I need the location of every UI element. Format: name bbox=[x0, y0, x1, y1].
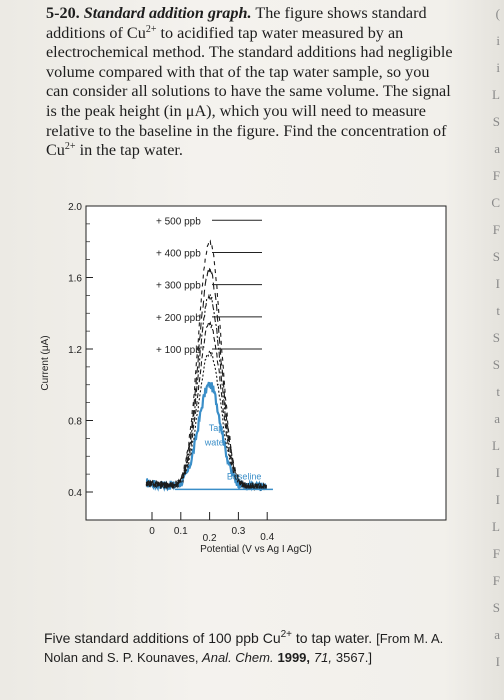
problem-title: Standard addition graph. bbox=[83, 4, 252, 22]
edge-letter: F bbox=[492, 573, 500, 588]
y-tick-label: 0.8 bbox=[68, 417, 82, 428]
edge-letter: I bbox=[495, 492, 500, 507]
y-tick-label: 2.0 bbox=[68, 202, 82, 213]
caption-pages: 3567.] bbox=[335, 650, 373, 665]
y-axis-label: Current (μA) bbox=[40, 335, 51, 390]
caption-main-a: Five standard additions of 100 ppb Cu bbox=[44, 630, 281, 646]
edge-letter: L bbox=[492, 519, 500, 534]
legend-label: + 500 ppb bbox=[156, 216, 201, 227]
x-axis-label: Potential (V vs Ag I AgCl) bbox=[200, 544, 312, 555]
legend-label: + 300 ppb bbox=[156, 281, 201, 292]
caption-source-a: [From M. A. bbox=[376, 631, 444, 646]
tap-water-annotation-line1: Tap bbox=[209, 423, 224, 433]
edge-letter: S bbox=[492, 600, 500, 615]
x-tick-label: 0.1 bbox=[174, 526, 188, 537]
charge-sup: 2+ bbox=[145, 23, 157, 35]
problem-line-3: electrochemical method. The standard add… bbox=[46, 43, 453, 62]
problem-line-1: The figure shows standard bbox=[255, 4, 427, 22]
caption-year: 1999, bbox=[277, 650, 311, 665]
edge-letter: S bbox=[492, 357, 500, 372]
problem-line-7: relative to the baseline in the figure. … bbox=[46, 121, 447, 140]
y-tick-label: 0.4 bbox=[68, 488, 82, 499]
edge-letter: S bbox=[492, 114, 500, 129]
edge-letter: S bbox=[492, 249, 500, 264]
x-tick-label: 0.3 bbox=[231, 526, 245, 537]
problem-line-8b: in the tap water. bbox=[75, 141, 183, 160]
plot-frame bbox=[85, 205, 447, 521]
edge-letter: L bbox=[492, 438, 500, 453]
addition-curve bbox=[145, 319, 268, 491]
edge-letter: S bbox=[492, 330, 500, 345]
edge-letter: i bbox=[496, 60, 500, 75]
edge-letter: a bbox=[494, 411, 500, 426]
edge-letter: I bbox=[495, 465, 500, 480]
problem-line-2a: additions of Cu bbox=[46, 23, 146, 42]
legend-label: + 200 ppb bbox=[156, 313, 201, 324]
baseline-annotation: Baseline bbox=[227, 471, 262, 481]
caption-sup: 2+ bbox=[280, 629, 293, 640]
edge-letter: I bbox=[495, 654, 500, 669]
y-tick-label: 1.6 bbox=[68, 274, 82, 285]
y-tick-label: 1.2 bbox=[68, 345, 82, 356]
legend-label: + 100 ppb bbox=[156, 345, 201, 356]
edge-letter: I bbox=[495, 276, 500, 291]
problem-line-2b: to acidified tap water measured by an bbox=[156, 23, 404, 42]
edge-letter: F bbox=[492, 546, 500, 561]
edge-letter: i bbox=[496, 33, 500, 48]
caption-source-b: Nolan and S. P. Kounaves, bbox=[44, 650, 203, 665]
edge-letter: t bbox=[496, 384, 500, 399]
legend-label: + 400 ppb bbox=[156, 248, 201, 259]
addition-curve bbox=[145, 239, 268, 491]
caption-journal: Anal. Chem. bbox=[202, 650, 274, 665]
x-tick-label: 0.4 bbox=[260, 532, 274, 543]
caption-volume: 71, bbox=[313, 650, 332, 665]
edge-letter: a bbox=[494, 627, 500, 642]
problem-line-4: volume compared with that of the tap wat… bbox=[46, 62, 430, 81]
problem-line-8a: Cu bbox=[46, 141, 65, 160]
edge-letter: a bbox=[494, 141, 500, 156]
edge-letter: F bbox=[492, 168, 500, 183]
edge-letter: t bbox=[496, 303, 500, 318]
addition-curve bbox=[145, 293, 267, 490]
problem-number: 5-20. bbox=[46, 4, 80, 22]
edge-letter: C bbox=[491, 195, 500, 210]
problem-text: 5-20. Standard addition graph. The figur… bbox=[46, 4, 474, 161]
figure-caption: Five standard additions of 100 ppb Cu2+ … bbox=[44, 629, 476, 667]
problem-line-5: can consider all solutions to have the s… bbox=[46, 82, 451, 101]
problem-line-6: is the peak height (in μA), which you wi… bbox=[46, 101, 426, 120]
caption-main-b: to tap water. bbox=[292, 630, 373, 646]
edge-letter: ( bbox=[495, 6, 500, 21]
x-tick-label: 0 bbox=[149, 526, 155, 537]
x-tick-label: 0.2 bbox=[203, 533, 217, 544]
edge-letter: L bbox=[492, 87, 500, 102]
charge-sup: 2+ bbox=[64, 141, 76, 153]
tap-water-annotation-line2: water bbox=[204, 438, 227, 448]
edge-letter: F bbox=[492, 222, 500, 237]
